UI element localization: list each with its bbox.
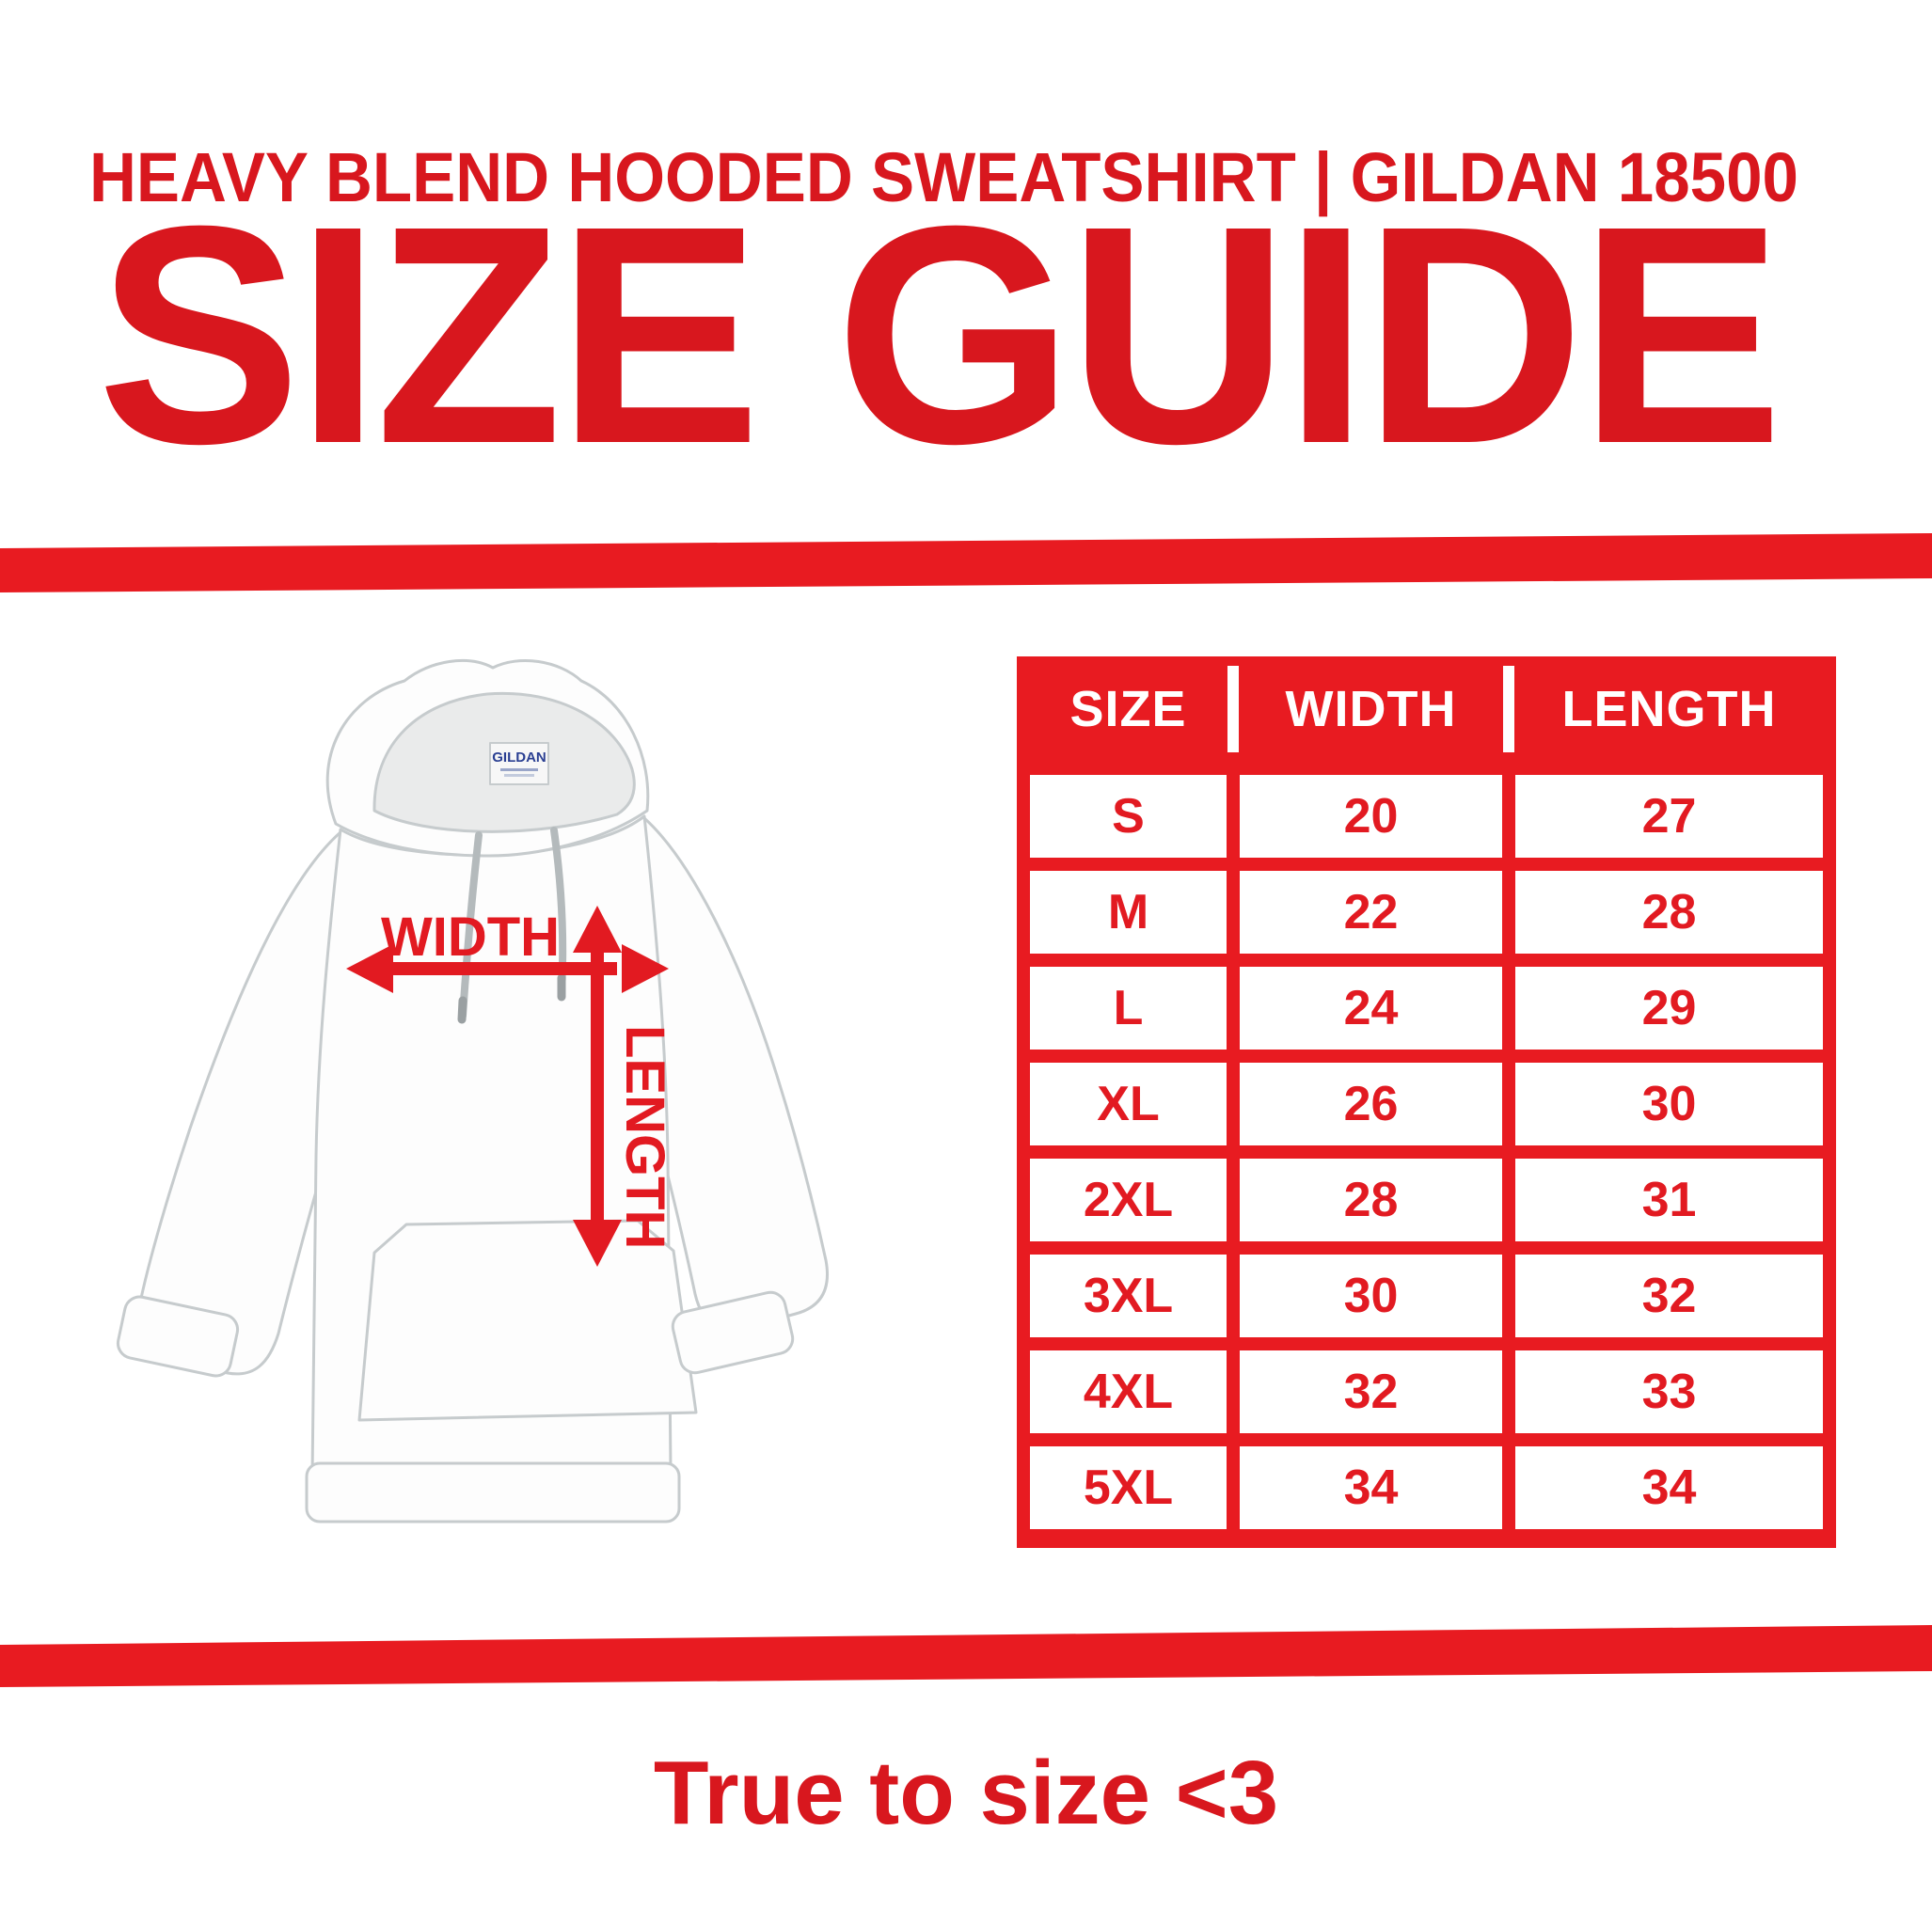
- bottom-divider-bar: [0, 1625, 1932, 1687]
- fit-note: True to size <3: [653, 1743, 1279, 1843]
- header-divider: [1227, 666, 1239, 752]
- cell-length: 34: [1515, 1446, 1823, 1529]
- hoodie-right-sleeve: [625, 816, 829, 1331]
- cell-length: 33: [1515, 1350, 1823, 1433]
- hoodie-waistband: [305, 1461, 681, 1523]
- width-arrow-label: WIDTH: [381, 907, 560, 968]
- cell-width: 30: [1240, 1255, 1502, 1337]
- cell-width: 32: [1240, 1350, 1502, 1433]
- size-table-header: SIZE WIDTH LENGTH: [1017, 656, 1836, 762]
- cell-length: 28: [1515, 871, 1823, 954]
- product-line: HEAVY BLEND HOODED SWEATSHIRT | GILDAN 1…: [89, 138, 1798, 217]
- top-divider-bar: [0, 533, 1932, 592]
- length-arrow: [573, 906, 622, 1267]
- cell-width: 28: [1240, 1159, 1502, 1241]
- column-header-width: WIDTH: [1285, 681, 1457, 737]
- cell-length: 31: [1515, 1159, 1823, 1241]
- column-header-length: LENGTH: [1561, 681, 1777, 737]
- hoodie-diagram: GILDAN WIDTH LENGTH: [116, 658, 829, 1523]
- size-table-body: S 20 27 M 22 28 L 24 29 XL 26 30 2XL 28 …: [1017, 762, 1836, 1529]
- cell-length: 32: [1515, 1255, 1823, 1337]
- hoodie-neck-tag: [489, 742, 549, 785]
- length-arrow-label: LENGTH: [614, 1025, 675, 1249]
- hoodie-right-cuff: [671, 1290, 795, 1375]
- hoodie-pocket: [357, 1219, 698, 1422]
- cell-width: 24: [1240, 967, 1502, 1050]
- size-table: SIZE WIDTH LENGTH S 20 27 M 22 28 L 24 2…: [1017, 656, 1836, 1548]
- hoodie-illustration: [116, 658, 829, 1523]
- cell-width: 34: [1240, 1446, 1502, 1529]
- cell-width: 26: [1240, 1063, 1502, 1145]
- header-divider: [1503, 666, 1514, 752]
- tag-brand-label: GILDAN: [492, 750, 546, 766]
- cell-size: 3XL: [1030, 1255, 1227, 1337]
- width-arrow: [346, 944, 669, 993]
- cell-size: XL: [1030, 1063, 1227, 1145]
- cell-length: 29: [1515, 967, 1823, 1050]
- hoodie-left-cuff: [116, 1295, 240, 1378]
- column-header-size: SIZE: [1069, 681, 1187, 737]
- cell-size: S: [1030, 775, 1227, 858]
- cell-size: 4XL: [1030, 1350, 1227, 1433]
- cell-width: 20: [1240, 775, 1502, 858]
- cell-size: M: [1030, 871, 1227, 954]
- cell-size: 2XL: [1030, 1159, 1227, 1241]
- tag-text-line: [500, 768, 538, 771]
- cell-size: 5XL: [1030, 1446, 1227, 1529]
- cell-size: L: [1030, 967, 1227, 1050]
- cell-length: 27: [1515, 775, 1823, 858]
- hoodie-drawstring-left: [459, 831, 483, 1019]
- drawstring-aglet: [457, 996, 467, 1024]
- tag-text-line: [504, 774, 534, 777]
- cell-length: 30: [1515, 1063, 1823, 1145]
- page-title: SIZE GUIDE: [97, 161, 1778, 508]
- cell-width: 22: [1240, 871, 1502, 954]
